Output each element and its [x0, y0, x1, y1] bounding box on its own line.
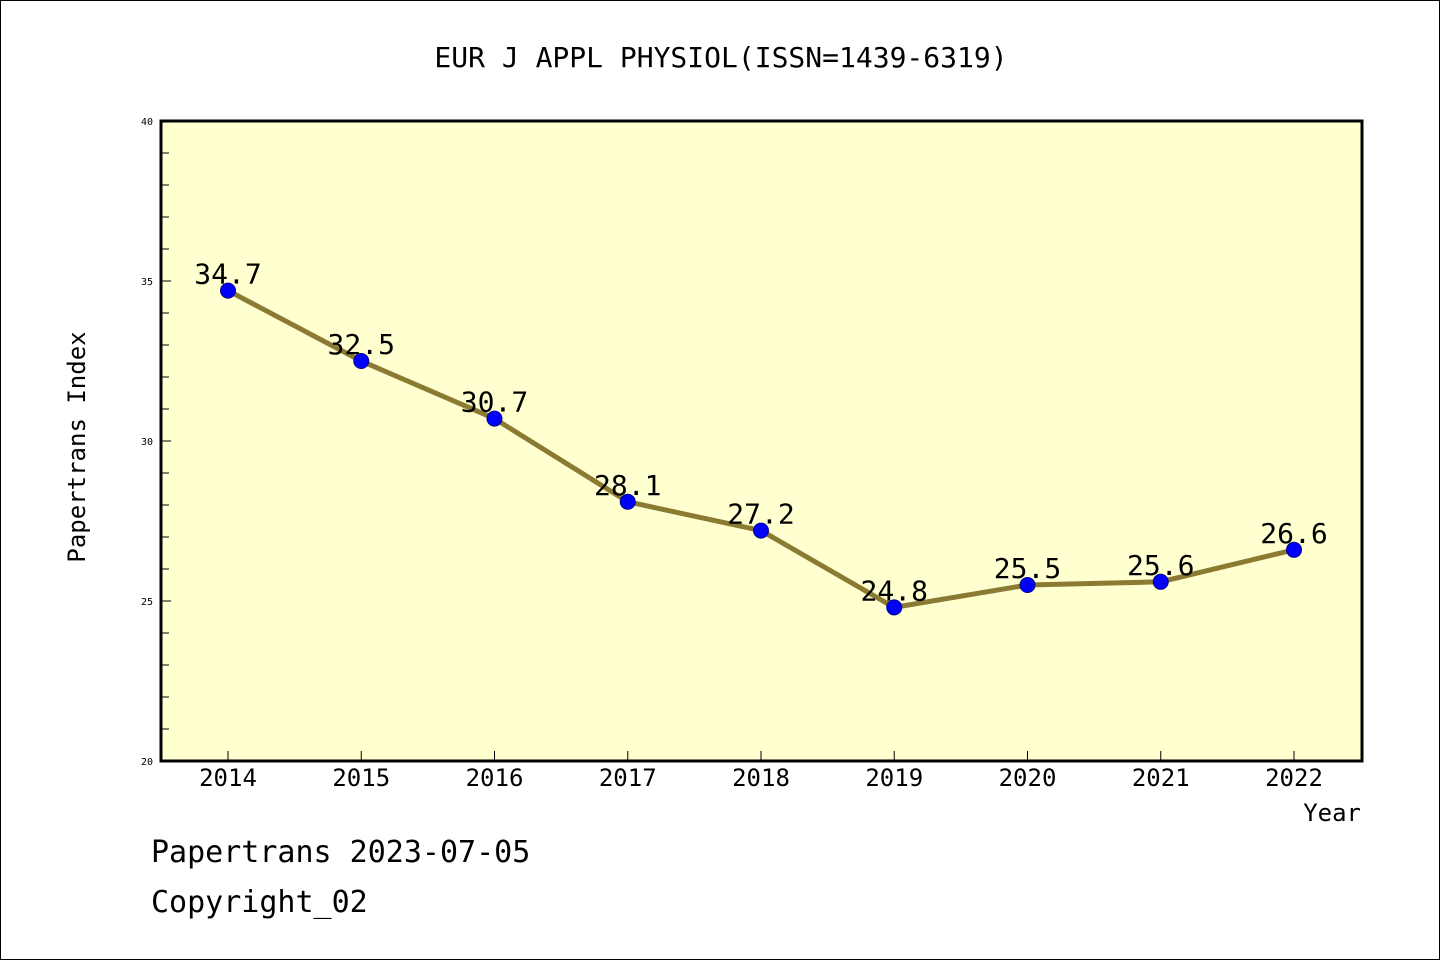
x-axis-label: Year	[1303, 799, 1361, 827]
x-tick-label: 2019	[865, 764, 923, 792]
x-tick-label: 2014	[199, 764, 257, 792]
y-tick-label: 25	[141, 597, 153, 608]
data-point	[353, 353, 370, 369]
data-point	[486, 410, 503, 427]
data-label: 34.7	[194, 258, 261, 291]
data-label: 32.5	[328, 328, 395, 361]
x-tick-label: 2015	[332, 764, 390, 792]
y-tick-labels: 20 25 30 35 40	[141, 117, 153, 768]
data-label: 26.6	[1260, 517, 1327, 550]
y-tick-label: 30	[141, 437, 153, 448]
y-tick-label: 40	[141, 117, 153, 128]
data-point	[619, 493, 636, 510]
y-tick-label: 35	[141, 277, 153, 288]
data-point	[886, 599, 903, 616]
data-label: 25.6	[1127, 549, 1194, 582]
plot-area	[161, 121, 1362, 761]
x-tick-label: 2020	[999, 764, 1057, 792]
data-point	[1019, 577, 1036, 593]
data-point	[1286, 541, 1302, 558]
data-label: 30.7	[461, 386, 528, 419]
y-axis-label: Papertrans Index	[63, 331, 91, 562]
x-tick-labels: 2014 2015 2016 2017 2018 2019 2020 2021 2022	[199, 764, 1323, 792]
x-ticks	[227, 751, 1295, 761]
x-tick-label: 2022	[1265, 764, 1323, 792]
data-label: 27.2	[727, 498, 794, 531]
plot-frame	[159, 119, 1364, 763]
data-label: 24.8	[861, 574, 928, 607]
footer-date-line: Papertrans 2023-07-05	[151, 835, 531, 870]
data-point	[1152, 573, 1169, 590]
data-points	[220, 282, 1302, 616]
data-label: 28.1	[594, 469, 661, 502]
chart-title: EUR J APPL PHYSIOL(ISSN=1439-6319)	[434, 41, 1007, 74]
data-labels: 34.7 32.5 30.7 28.1 27.2 24.8 25.5 25.6 26.6	[194, 258, 1327, 608]
x-tick-label: 2018	[732, 764, 790, 792]
x-tick-label: 2017	[599, 764, 657, 792]
data-label: 25.5	[994, 552, 1061, 585]
footer-copyright: Copyright_02	[151, 885, 368, 920]
data-point	[220, 282, 236, 299]
y-tick-label: 20	[141, 757, 153, 768]
x-tick-label: 2021	[1132, 764, 1190, 792]
data-point	[753, 522, 769, 539]
x-tick-label: 2016	[466, 764, 524, 792]
